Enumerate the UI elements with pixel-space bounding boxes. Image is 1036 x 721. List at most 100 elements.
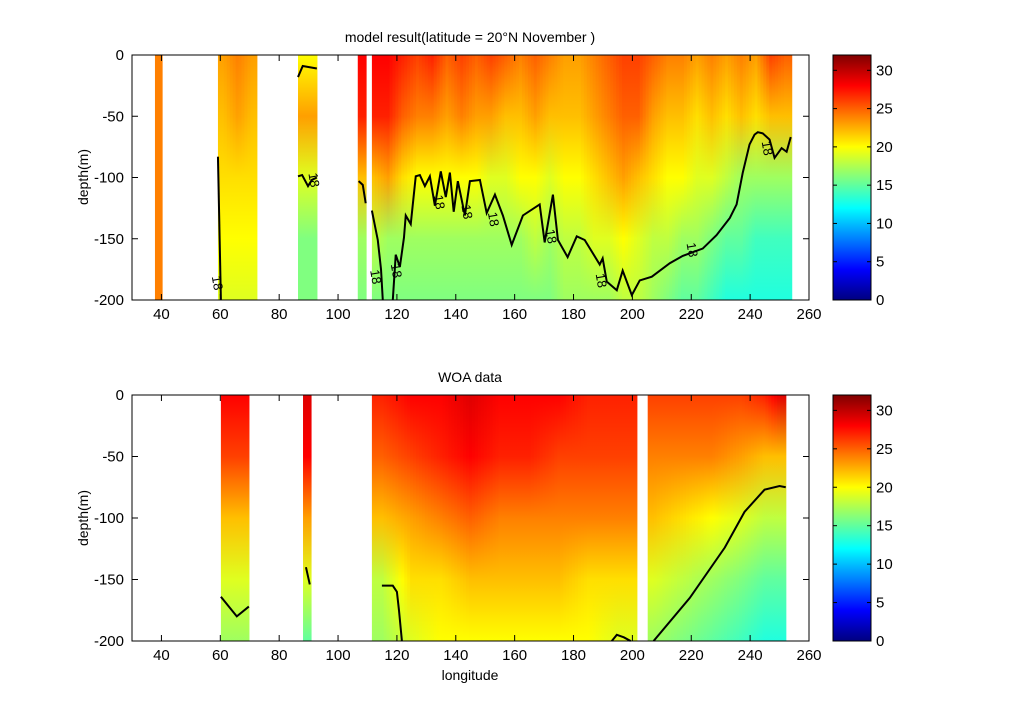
heatmap-column — [672, 55, 676, 300]
contour-label: 18 — [388, 262, 405, 279]
heatmap-column — [454, 395, 458, 641]
y-tick-label: -50 — [102, 108, 124, 125]
heatmap-column — [386, 395, 391, 641]
heatmap-column — [598, 55, 603, 300]
heatmap-column — [463, 395, 467, 641]
heatmap-column — [241, 395, 246, 641]
heatmap-column — [685, 395, 690, 641]
heatmap-column — [769, 55, 773, 300]
heatmap-column — [256, 55, 258, 300]
heatmap-column — [630, 395, 635, 641]
x-tick-label: 60 — [212, 647, 229, 664]
heatmap-column — [439, 395, 444, 641]
heatmap-column — [238, 395, 243, 641]
heatmap-column — [781, 55, 785, 300]
heatmap-column — [471, 55, 476, 300]
heatmap-column — [633, 395, 638, 641]
heatmap-column — [780, 395, 784, 641]
heatmap-column — [510, 55, 514, 300]
heatmap-column — [648, 55, 653, 300]
heatmap-column — [154, 55, 159, 300]
heatmap-column — [569, 55, 573, 300]
heatmap-column — [519, 55, 523, 300]
x-tick-label: 260 — [796, 306, 821, 323]
x-tick-label: 40 — [153, 306, 170, 323]
contour-label: 18 — [543, 228, 560, 245]
heatmap-column — [157, 55, 162, 300]
heatmap-column — [763, 55, 767, 300]
heatmap-column — [677, 395, 681, 641]
heatmap-column — [574, 395, 579, 641]
x-tick-label: 180 — [561, 647, 586, 664]
heatmap-column — [697, 395, 702, 641]
heatmap-column — [722, 55, 726, 300]
heatmap-column — [625, 55, 629, 300]
heatmap-column — [733, 395, 737, 641]
heatmap-column — [622, 55, 626, 300]
heatmap-column — [545, 395, 550, 641]
heatmap-column — [554, 55, 558, 300]
heatmap-column — [703, 395, 708, 641]
heatmap-column — [610, 55, 614, 300]
heatmap-column — [445, 55, 450, 300]
heatmap-column — [633, 55, 638, 300]
x-tick-label: 180 — [561, 306, 586, 323]
heatmap-column — [715, 395, 719, 641]
y-tick-label: -50 — [102, 449, 124, 466]
heatmap-column — [716, 55, 720, 300]
heatmap-column — [247, 55, 251, 300]
heatmap-column — [742, 55, 747, 300]
contour-label: 18 — [759, 140, 776, 157]
heatmap-column — [789, 55, 793, 300]
heatmap-column — [226, 55, 231, 300]
heatmap-column — [380, 55, 385, 300]
heatmap-column — [483, 395, 488, 641]
heatmap-column — [760, 55, 764, 300]
x-tick-label: 120 — [384, 647, 409, 664]
heatmap-column — [744, 395, 749, 641]
colorbar-tick-label: 15 — [876, 177, 893, 194]
heatmap-column — [160, 55, 163, 300]
heatmap-column — [786, 55, 791, 300]
heatmap-column — [489, 395, 494, 641]
y-tick-label: -150 — [94, 572, 124, 589]
contour-label: 18 — [431, 194, 448, 211]
isotherm-18-contour — [611, 633, 632, 642]
heatmap-column — [442, 55, 447, 300]
heatmap-column — [748, 55, 753, 300]
heatmap-column — [768, 395, 772, 641]
heatmap-column — [580, 395, 585, 641]
heatmap-column — [783, 395, 787, 641]
x-tick-label: 220 — [679, 306, 704, 323]
x-tick-label: 80 — [271, 647, 288, 664]
heatmap-column — [501, 395, 505, 641]
y-tick-label: -100 — [94, 510, 124, 527]
heatmap-column — [229, 395, 234, 641]
heatmap-column — [530, 55, 535, 300]
heatmap-column — [524, 55, 529, 300]
heatmap-column — [469, 55, 473, 300]
heatmap-column — [457, 55, 461, 300]
heatmap-column — [704, 55, 709, 300]
heatmap-column — [604, 395, 608, 641]
colorbar-tick-label: 30 — [876, 402, 893, 419]
heatmap-column — [583, 395, 588, 641]
heatmap-column — [710, 55, 714, 300]
heatmap-column — [566, 55, 570, 300]
heatmap-column — [416, 55, 420, 300]
isotherm-18-contour — [391, 131, 792, 301]
heatmap-column — [654, 55, 659, 300]
heatmap-column — [601, 395, 606, 641]
heatmap-column — [469, 395, 473, 641]
heatmap-column — [413, 395, 417, 641]
heatmap-column — [642, 55, 647, 300]
colorbar-tick-label: 10 — [876, 556, 893, 573]
heatmap-column — [401, 395, 405, 641]
colorbar-tick-label: 15 — [876, 518, 893, 535]
heatmap-column — [392, 55, 397, 300]
heatmap-column — [754, 55, 759, 300]
heatmap-column — [678, 55, 682, 300]
heatmap-column — [474, 395, 479, 641]
x-tick-label: 140 — [443, 647, 468, 664]
